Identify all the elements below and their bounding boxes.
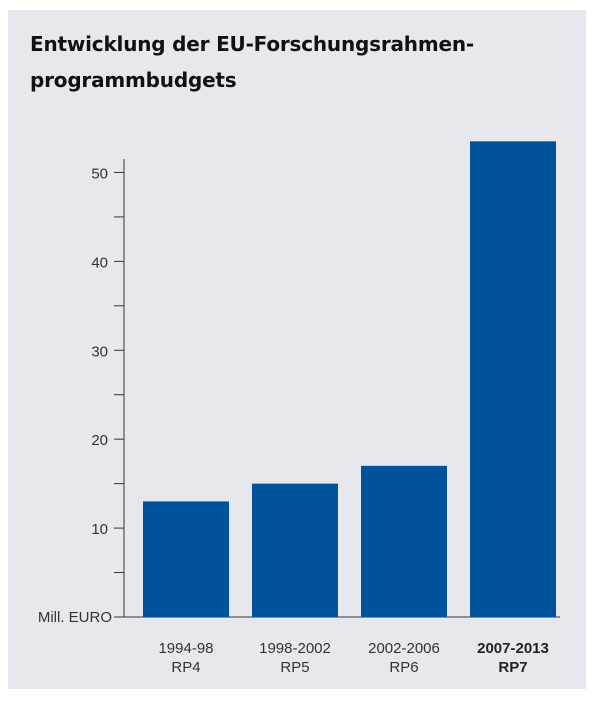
bar-rp5: [252, 483, 338, 617]
y-tick-label: 30: [91, 343, 108, 360]
y-tick-label: 20: [91, 432, 108, 449]
x-tick-label-period: 1994-98: [158, 640, 213, 657]
y-axis-unit-label: Mill. EURO: [38, 609, 112, 626]
x-tick-label-period: 2007-2013: [477, 640, 549, 657]
x-tick-label-period: 2002-2006: [368, 640, 440, 657]
chart-title: Entwicklung der EU-Forschungsrahmen- pro…: [30, 26, 550, 98]
bar-rp6: [361, 465, 447, 617]
y-tick-label: 40: [91, 254, 108, 271]
chart-title-line-2: programmbudgets: [30, 68, 237, 92]
bar-rp7: [470, 141, 556, 617]
y-tick-label: 50: [91, 165, 108, 182]
y-tick-label: 10: [91, 521, 108, 538]
bars: [143, 141, 556, 617]
x-axis-labels: 1994-98 RP4 1998-2002 RP5 2002-2006 RP6 2007-2…: [158, 640, 548, 676]
x-tick-label-program: RP7: [498, 659, 527, 676]
x-tick-label-program: RP6: [389, 659, 418, 676]
chart-title-line-1: Entwicklung der EU-Forschungsrahmen-: [30, 32, 474, 56]
bar-rp4: [143, 501, 229, 617]
x-tick-label-period: 1998-2002: [259, 640, 331, 657]
x-tick-label-program: RP5: [280, 659, 309, 676]
x-tick-label-program: RP4: [171, 659, 200, 676]
